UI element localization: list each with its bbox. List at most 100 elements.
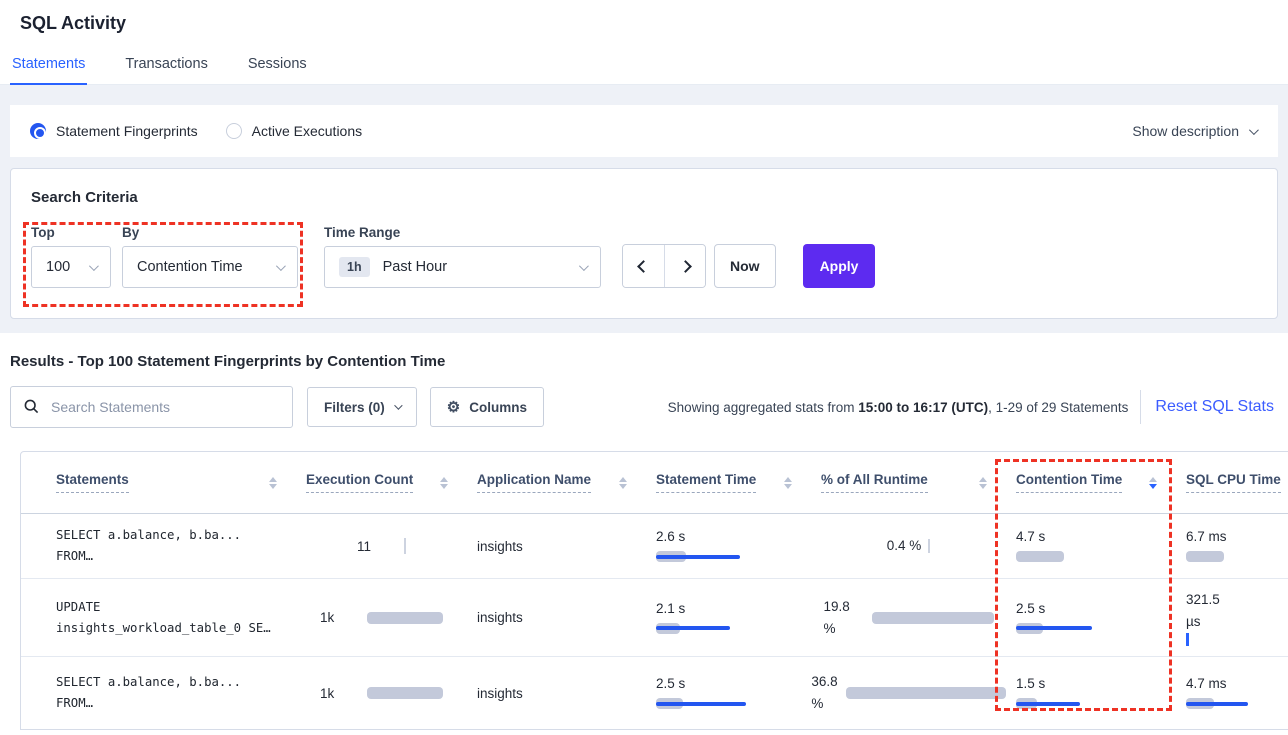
chevron-down-icon — [578, 260, 589, 271]
sql-cpu-time-bar — [1186, 698, 1288, 710]
apply-button[interactable]: Apply — [802, 244, 876, 288]
search-criteria-controls: Top 100 By Contention Time Time Range 1h… — [31, 225, 1257, 288]
tab-sessions[interactable]: Sessions — [247, 56, 307, 72]
columns-button[interactable]: ⚙ Columns — [429, 387, 544, 427]
now-button[interactable]: Now — [714, 244, 776, 288]
contention-time-bar — [1016, 698, 1166, 710]
runtime-pct-bar — [845, 687, 1006, 699]
execution-count-bar — [367, 687, 443, 699]
chevron-down-icon — [393, 401, 403, 410]
column-header-statements[interactable]: Statements — [56, 472, 306, 493]
view-toggle-bar: Statement Fingerprints Active Executions… — [10, 105, 1278, 157]
vertical-divider — [1140, 390, 1142, 424]
next-time-button[interactable] — [664, 245, 705, 287]
statement-time-bar — [656, 551, 801, 563]
statements-table: Statements Execution Count Application N… — [20, 451, 1288, 730]
table-row[interactable]: UPDATE insights_workload_table_0 SE… 1k … — [21, 579, 1288, 657]
reset-sql-stats-link[interactable]: Reset SQL Stats — [1155, 398, 1274, 415]
results-section: Results - Top 100 Statement Fingerprints… — [0, 333, 1288, 730]
results-toolbar: Filters (0) ⚙ Columns Showing aggregated… — [10, 386, 1278, 428]
radio-selected-icon[interactable] — [30, 123, 46, 139]
application-name-value: insights — [477, 685, 523, 701]
by-select[interactable]: Contention Time — [122, 246, 298, 288]
radio-unselected-icon[interactable] — [225, 123, 242, 139]
search-criteria-card: Search Criteria Top 100 By Contention Ti… — [10, 168, 1278, 319]
statement-fingerprint-link[interactable]: UPDATE insights_workload_table_0 SE… — [56, 599, 271, 635]
execution-count-bar — [367, 611, 443, 624]
statement-fingerprint-link[interactable]: SELECT a.balance, b.ba... FROM… — [56, 528, 242, 563]
toolbar-right: Showing aggregated stats from 15:00 to 1… — [668, 390, 1278, 424]
sort-icon[interactable] — [781, 474, 795, 492]
table-row[interactable]: SELECT a.balance, b.ba... FROM… 1k insig… — [21, 657, 1288, 729]
runtime-pct-value: 19.8 % — [823, 598, 850, 636]
column-header-sql-cpu-time[interactable]: SQL CPU Time — [1186, 472, 1288, 493]
results-heading: Results - Top 100 Statement Fingerprints… — [10, 353, 446, 370]
statement-time-value: 2.6 s — [656, 529, 686, 544]
radio-active-executions[interactable]: Active Executions — [225, 123, 362, 139]
tab-transactions[interactable]: Transactions — [125, 56, 208, 72]
content-area: Statement Fingerprints Active Executions… — [0, 85, 1288, 333]
time-range-badge: 1h — [339, 257, 370, 277]
contention-time-bar — [1016, 622, 1166, 635]
time-step-buttons — [622, 244, 706, 288]
chevron-down-icon — [88, 260, 99, 271]
sort-icon[interactable] — [437, 474, 451, 492]
chevron-left-icon — [637, 259, 650, 273]
contention-time-value: 2.5 s — [1016, 600, 1046, 616]
search-statements-box — [10, 386, 293, 428]
gear-icon: ⚙ — [446, 398, 461, 416]
search-icon — [24, 399, 39, 414]
column-header-statement-time[interactable]: Statement Time — [656, 472, 821, 493]
statement-fingerprint-link[interactable]: SELECT a.balance, b.ba... FROM… — [56, 675, 242, 710]
chevron-down-icon — [275, 260, 286, 271]
execution-count-value: 1k — [320, 610, 335, 625]
contention-time-value: 4.7 s — [1016, 529, 1046, 544]
column-header-runtime-pct[interactable]: % of All Runtime — [821, 472, 1016, 493]
runtime-pct-value: 36.8 % — [811, 674, 838, 711]
sql-cpu-time-value: 4.7 ms — [1186, 676, 1227, 691]
statement-time-bar — [656, 622, 801, 635]
radio-statement-fingerprints[interactable]: Statement Fingerprints — [30, 123, 198, 139]
contention-time-bar — [1016, 551, 1166, 563]
page-title: SQL Activity — [20, 13, 127, 33]
contention-time-value: 1.5 s — [1016, 676, 1046, 691]
table-row[interactable]: SELECT a.balance, b.ba... FROM… 11 insig… — [21, 514, 1288, 579]
top-field: Top 100 — [31, 225, 111, 288]
sort-icon[interactable] — [266, 474, 280, 492]
statement-time-bar — [656, 698, 801, 710]
column-header-execution-count[interactable]: Execution Count — [306, 472, 477, 493]
top-select[interactable]: 100 — [31, 246, 111, 288]
execution-count-value: 1k — [320, 685, 335, 701]
time-range-field: Time Range 1h Past Hour — [324, 225, 601, 288]
column-header-application-name[interactable]: Application Name — [477, 472, 656, 493]
runtime-pct-value: 0.4 % — [886, 538, 922, 553]
execution-count-bar — [404, 538, 406, 554]
application-name-value: insights — [477, 610, 523, 625]
statement-time-value: 2.5 s — [656, 676, 686, 691]
sql-cpu-time-value: 321.5 µs — [1186, 592, 1220, 629]
search-statements-input[interactable] — [10, 386, 293, 428]
previous-time-button[interactable] — [623, 245, 664, 287]
show-description-toggle[interactable]: Show description — [1132, 123, 1259, 139]
execution-count-value: 11 — [357, 538, 372, 554]
sort-icon[interactable] — [976, 474, 990, 492]
search-criteria-heading: Search Criteria — [31, 189, 138, 206]
runtime-pct-bar — [871, 611, 994, 624]
by-field: By Contention Time — [122, 225, 298, 288]
time-range-select[interactable]: 1h Past Hour — [324, 246, 601, 288]
filters-button[interactable]: Filters (0) — [307, 387, 417, 427]
statement-time-value: 2.1 s — [656, 600, 686, 616]
sql-cpu-time-bar — [1186, 633, 1189, 646]
runtime-pct-bar — [928, 539, 931, 553]
sort-icon[interactable] — [1146, 474, 1160, 492]
sql-cpu-time-bar — [1186, 551, 1288, 563]
chevron-down-icon — [1248, 124, 1259, 135]
chevron-right-icon — [678, 259, 692, 273]
tab-statements[interactable]: Statements — [10, 46, 88, 85]
application-name-value: insights — [477, 538, 523, 554]
sort-icon[interactable] — [616, 474, 630, 492]
column-header-contention-time[interactable]: Contention Time — [1016, 472, 1186, 493]
sql-cpu-time-value: 6.7 ms — [1186, 529, 1227, 544]
aggregated-stats-text: Showing aggregated stats from 15:00 to 1… — [667, 399, 1129, 415]
table-header-row: Statements Execution Count Application N… — [21, 452, 1288, 514]
